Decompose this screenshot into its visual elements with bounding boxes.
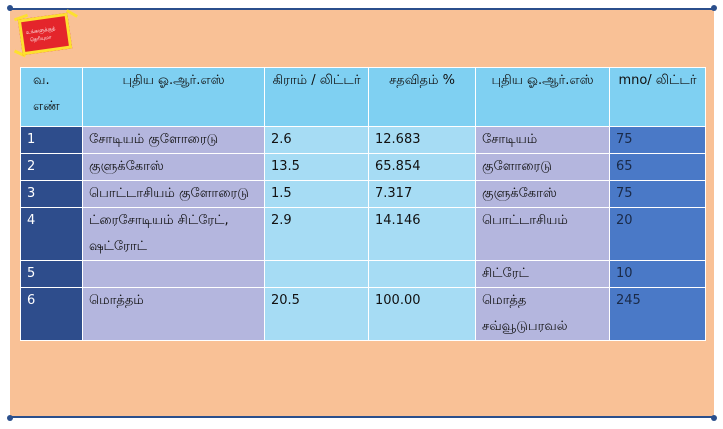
header-percentage: சதவிதம் % [368, 67, 476, 127]
cell-component: பொட்டாசியம் [475, 207, 610, 261]
cell-mmol: 75 [609, 126, 706, 154]
cell-mmol: 75 [609, 180, 706, 208]
did-you-know-badge: உங்களுக்குத் தெரியுமா [13, 9, 80, 60]
cell-percent [368, 260, 476, 288]
header-grams-per-litre: கிராம் / லிட்டர் [264, 67, 369, 127]
cell-ingredient [82, 260, 265, 288]
corner-dot [7, 415, 13, 421]
table-row: 4 ட்ரைசோடியம் சிட்ரேட், ஷட்ரோட் 2.9 14.1… [20, 207, 706, 261]
header-serial: வ. எண் [20, 67, 83, 127]
ors-composition-table: வ. எண் புதிய ஓ.ஆர்.எஸ் கிராம் / லிட்டர் … [20, 67, 706, 341]
cell-grams: 13.5 [264, 153, 369, 181]
header-mmol-per-litre: mno/ லிட்டர் [609, 67, 706, 127]
cell-grams [264, 260, 369, 288]
cell-percent: 12.683 [368, 126, 476, 154]
header-new-ors: புதிய ஓ.ஆர்.எஸ் [82, 67, 265, 127]
corner-dot [711, 415, 717, 421]
cell-percent: 7.317 [368, 180, 476, 208]
table-header-row: வ. எண் புதிய ஓ.ஆர்.எஸ் கிராம் / லிட்டர் … [20, 67, 706, 127]
cell-ingredient: பொட்டாசியம் குளோரைடு [82, 180, 265, 208]
cell-serial: 5 [20, 260, 83, 288]
cell-grams: 20.5 [264, 287, 369, 341]
cell-serial: 2 [20, 153, 83, 181]
corner-dot [711, 5, 717, 11]
cell-mmol: 245 [609, 287, 706, 341]
cell-mmol: 65 [609, 153, 706, 181]
cell-grams: 2.9 [264, 207, 369, 261]
cell-mmol: 20 [609, 207, 706, 261]
cell-percent: 100.00 [368, 287, 476, 341]
cell-component: சோடியம் [475, 126, 610, 154]
cell-percent: 14.146 [368, 207, 476, 261]
header-new-ors-2: புதிய ஓ.ஆர்.எஸ் [475, 67, 610, 127]
cell-component: குளுக்கோஸ் [475, 180, 610, 208]
table-row: 6 மொத்தம் 20.5 100.00 மொத்த சவ்வூடுபரவல்… [20, 287, 706, 341]
cell-ingredient: சோடியம் குளோரைடு [82, 126, 265, 154]
cell-serial: 6 [20, 287, 83, 341]
cell-component: குளோரைடு [475, 153, 610, 181]
cell-ingredient: ட்ரைசோடியம் சிட்ரேட், ஷட்ரோட் [82, 207, 265, 261]
cell-grams: 2.6 [264, 126, 369, 154]
cell-serial: 4 [20, 207, 83, 261]
cell-component: மொத்த சவ்வூடுபரவல் [475, 287, 610, 341]
cell-component: சிட்ரேட் [475, 260, 610, 288]
cell-serial: 3 [20, 180, 83, 208]
cell-ingredient: குளுக்கோஸ் [82, 153, 265, 181]
table-row: 2 குளுக்கோஸ் 13.5 65.854 குளோரைடு 65 [20, 153, 706, 181]
cell-serial: 1 [20, 126, 83, 154]
table-row: 3 பொட்டாசியம் குளோரைடு 1.5 7.317 குளுக்க… [20, 180, 706, 208]
corner-dot [7, 5, 13, 11]
cell-mmol: 10 [609, 260, 706, 288]
table-row: 5 சிட்ரேட் 10 [20, 260, 706, 288]
cell-percent: 65.854 [368, 153, 476, 181]
cell-ingredient: மொத்தம் [82, 287, 265, 341]
table-row: 1 சோடியம் குளோரைடு 2.6 12.683 சோடியம் 75 [20, 126, 706, 154]
cell-grams: 1.5 [264, 180, 369, 208]
